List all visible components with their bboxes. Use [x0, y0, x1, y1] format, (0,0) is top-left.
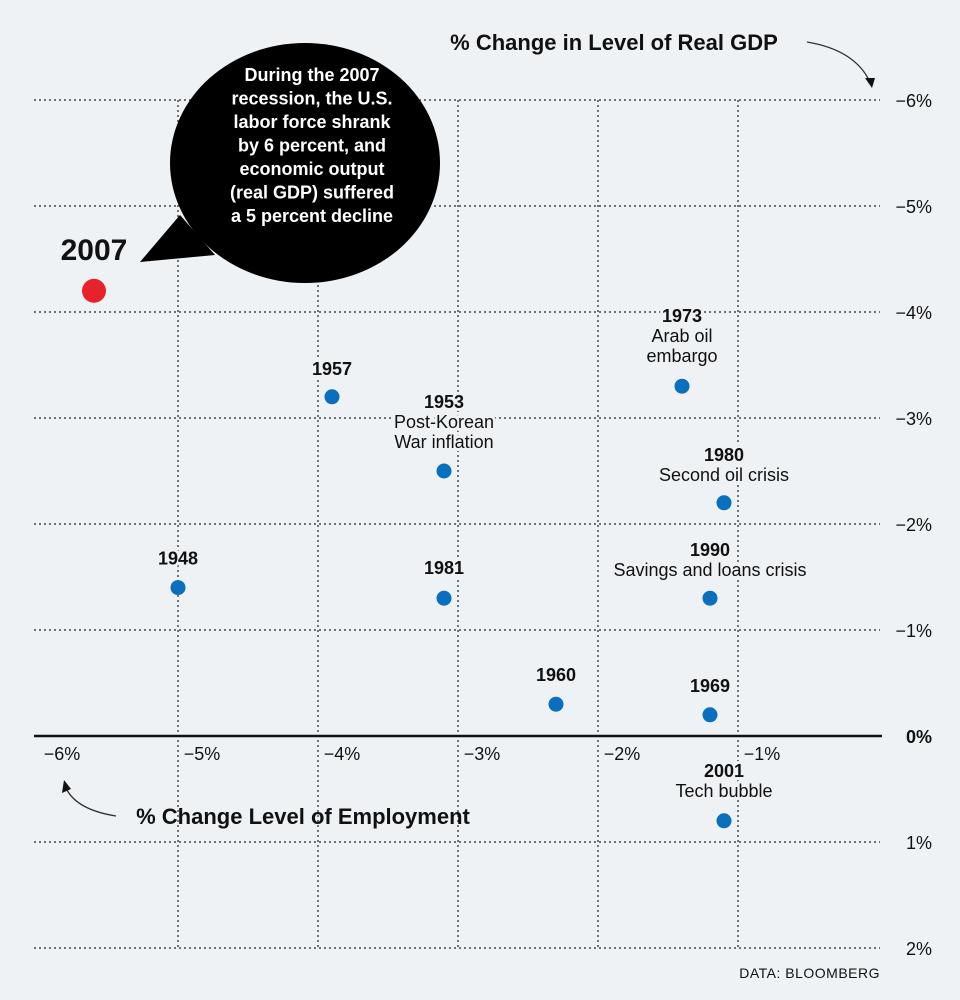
point-description: War inflation	[394, 432, 493, 452]
point-year-label: 1953	[424, 392, 464, 412]
point-year-label: 2001	[704, 761, 744, 781]
point-2007: 2007	[61, 234, 128, 303]
point-year-label: 1973	[662, 306, 702, 326]
point-year-label: 1948	[158, 549, 198, 569]
y-tick-label: −1%	[895, 621, 932, 641]
data-point	[436, 463, 452, 479]
data-point	[324, 389, 340, 405]
y-tick-label: 0%	[906, 727, 932, 747]
x-axis-arrowhead-icon	[62, 780, 71, 793]
x-tick-label: −6%	[44, 744, 81, 764]
data-point	[548, 696, 564, 712]
y-tick-label: −6%	[895, 91, 932, 111]
point-year-label: 1969	[690, 676, 730, 696]
y-tick-label: 1%	[906, 833, 932, 853]
point-year-label: 2007	[61, 234, 128, 267]
x-tick-label: −2%	[604, 744, 641, 764]
y-tick-label: −3%	[895, 409, 932, 429]
y-tick-label: −5%	[895, 197, 932, 217]
point-description: Second oil crisis	[659, 465, 789, 485]
y-tick-labels: −6% −5% −4% −3% −2% −1% 0% 1% 2%	[895, 91, 932, 959]
point-description: Arab oil	[651, 326, 712, 346]
data-point	[702, 707, 718, 723]
callout-text-line: During the 2007	[244, 65, 379, 85]
x-tick-label: −3%	[464, 744, 501, 764]
callout-text-line: labor force shrank	[233, 112, 391, 132]
callout-text-line: (real GDP) suffered	[230, 183, 394, 203]
point-year-label: 1990	[690, 540, 730, 560]
callout-text-line: recession, the U.S.	[231, 89, 392, 109]
point-description: Savings and loans crisis	[613, 560, 806, 580]
data-point	[702, 590, 718, 606]
data-point	[674, 378, 690, 394]
y-axis-arrow-icon	[806, 41, 871, 83]
x-tick-label: −5%	[184, 744, 221, 764]
data-point	[716, 813, 732, 829]
point-description: Tech bubble	[675, 781, 772, 801]
point-1981: 1981	[421, 555, 467, 606]
point-1957: 1957	[309, 356, 355, 405]
point-year-label: 1981	[424, 558, 464, 578]
point-year-label: 1957	[312, 359, 352, 379]
point-1969: 1969	[687, 673, 733, 723]
data-point	[436, 590, 452, 606]
data-point	[82, 278, 106, 303]
point-description: Post-Korean	[394, 412, 494, 432]
data-point	[716, 495, 732, 511]
x-tick-label: −4%	[324, 744, 361, 764]
point-year-label: 1960	[536, 665, 576, 685]
y-tick-label: 2%	[906, 939, 932, 959]
point-1948: 1948	[155, 546, 201, 596]
point-year-label: 1980	[704, 445, 744, 465]
callout-text-line: economic output	[240, 159, 385, 179]
callout-text-line: a 5 percent decline	[231, 206, 393, 226]
gridlines	[34, 99, 880, 949]
x-tick-labels: −6% −5% −4% −3% −2% −1%	[44, 744, 781, 764]
data-point	[170, 580, 186, 596]
callout-bubble: During the 2007 recession, the U.S. labor …	[140, 43, 440, 283]
y-axis-title: % Change in Level of Real GDP	[450, 30, 778, 55]
y-tick-label: −2%	[895, 515, 932, 535]
point-description: embargo	[646, 346, 717, 366]
x-axis-arrow-icon	[66, 789, 117, 817]
y-tick-label: −4%	[895, 303, 932, 323]
point-1960: 1960	[533, 662, 579, 712]
callout-text-line: by 6 percent, and	[238, 136, 386, 156]
x-tick-label: −1%	[744, 744, 781, 764]
source-note: DATA: BLOOMBERG	[739, 965, 880, 981]
y-axis-arrowhead-icon	[865, 78, 875, 88]
x-axis-title: % Change Level of Employment	[136, 804, 470, 829]
